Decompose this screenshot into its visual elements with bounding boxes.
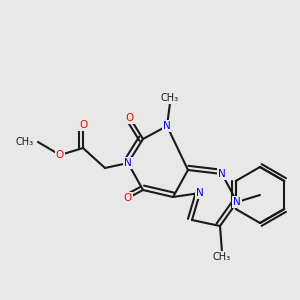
Text: N: N xyxy=(218,169,226,179)
Text: CH₃: CH₃ xyxy=(213,251,231,262)
Text: CH₃: CH₃ xyxy=(161,94,179,103)
Text: N: N xyxy=(163,121,171,131)
Text: O: O xyxy=(56,150,64,160)
Text: N: N xyxy=(233,197,241,207)
Text: O: O xyxy=(124,193,132,203)
Text: N: N xyxy=(124,158,132,168)
Text: O: O xyxy=(126,113,134,123)
Text: O: O xyxy=(79,120,87,130)
Text: N: N xyxy=(196,188,204,198)
Text: CH₃: CH₃ xyxy=(15,137,34,147)
